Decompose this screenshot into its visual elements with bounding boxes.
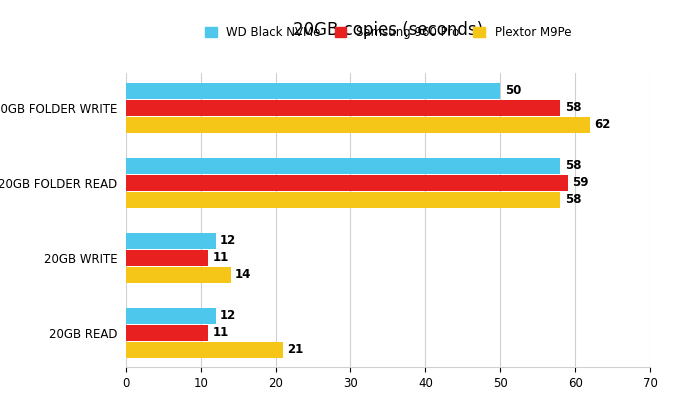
- Bar: [126, 341, 283, 358]
- Legend: WD Black NVMe, Samsung 960 Pro, Plextor M9Pe: WD Black NVMe, Samsung 960 Pro, Plextor …: [205, 27, 571, 40]
- Bar: [126, 233, 216, 249]
- Bar: [126, 192, 560, 208]
- Text: 12: 12: [220, 235, 236, 247]
- Text: 21: 21: [287, 343, 304, 356]
- Text: 58: 58: [565, 160, 581, 173]
- Text: 14: 14: [235, 268, 252, 281]
- Text: 58: 58: [565, 101, 581, 114]
- Bar: [126, 100, 560, 116]
- Bar: [126, 175, 568, 191]
- Bar: [126, 83, 500, 99]
- Bar: [126, 250, 208, 266]
- Text: 11: 11: [212, 326, 229, 339]
- Bar: [126, 117, 590, 133]
- Text: 12: 12: [220, 309, 236, 322]
- Text: 62: 62: [595, 118, 611, 131]
- Text: 58: 58: [565, 193, 581, 206]
- Text: 50: 50: [505, 84, 521, 98]
- Bar: [126, 267, 231, 283]
- Text: 59: 59: [572, 176, 589, 189]
- Bar: [126, 158, 560, 174]
- Bar: [126, 308, 216, 324]
- Bar: [126, 325, 208, 341]
- Text: 11: 11: [212, 251, 229, 264]
- Title: 20GB copies (seconds): 20GB copies (seconds): [293, 20, 483, 38]
